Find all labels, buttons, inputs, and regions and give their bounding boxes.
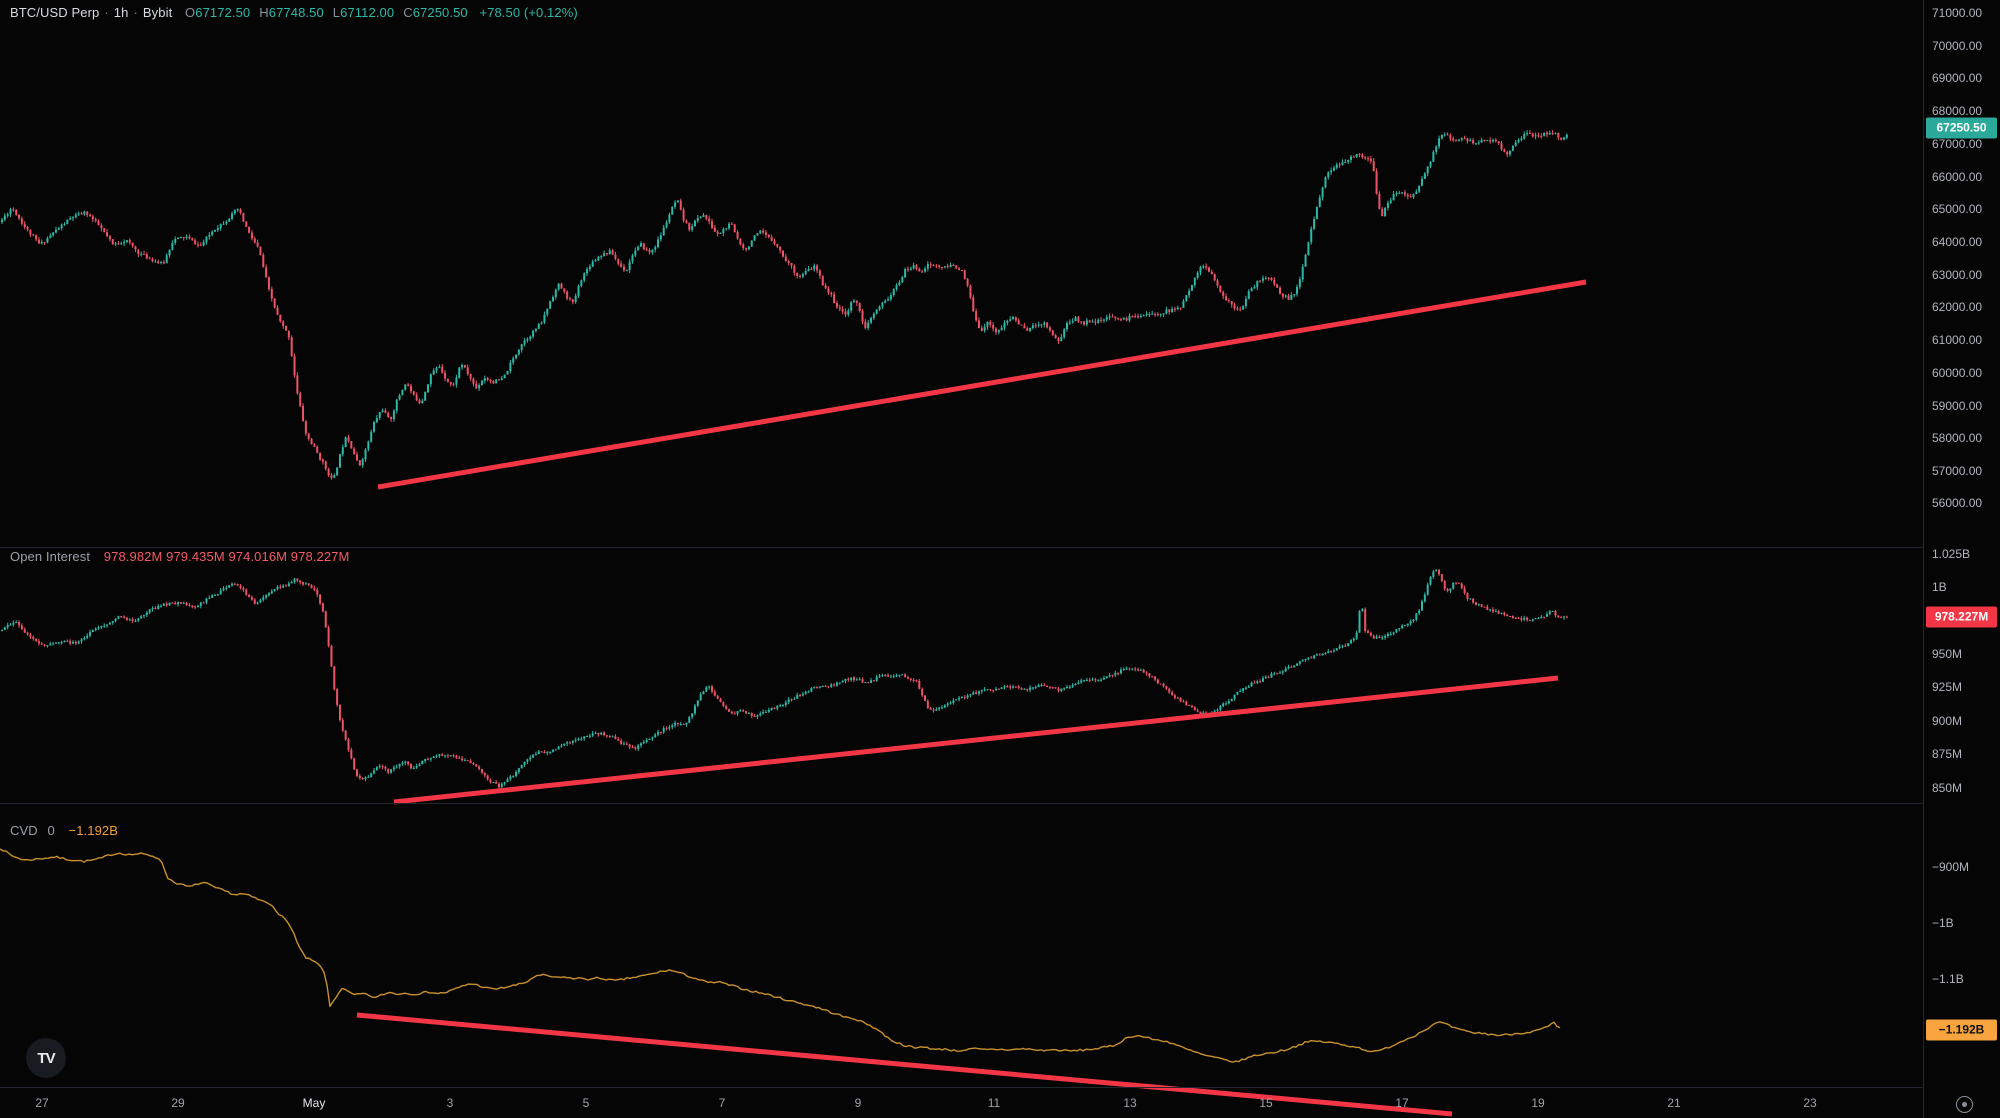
ohlc-number: 67748.50 [268,5,324,20]
oi-axis-tick: 900M [1932,714,1963,728]
time-axis-label: 23 [1803,1096,1817,1110]
cvd-legend[interactable]: CVD 0 −1.192B [10,823,118,838]
separator: · [133,5,138,20]
last-price-badge: 67250.50 [1926,117,1997,139]
price-axis-tick: 63000.00 [1932,268,1983,282]
oi-axis-tick: 1B [1932,580,1947,594]
time-axis-label: 3 [446,1096,454,1110]
ohlc-values: O67172.50 H67748.50 L67112.00 C67250.50 [176,5,468,20]
price-axis-tick: 67000.00 [1932,137,1983,151]
time-axis-label: 15 [1259,1096,1273,1110]
price-series [1,129,1568,480]
open-interest-badge: 978.227M [1926,606,1997,628]
oi-axis-tick: 875M [1932,747,1963,761]
time-axis-label: 7 [718,1096,726,1110]
oi-axis-tick: 850M [1932,781,1963,795]
price-axis-tick: 71000.00 [1932,6,1983,20]
cvd-value: −1.192B [68,823,119,838]
oi-axis-tick: 950M [1932,647,1963,661]
price-axis-tick: 59000.00 [1932,399,1983,413]
price-axis-tick: 61000.00 [1932,333,1983,347]
cvd-series [0,848,1561,1063]
open-interest-label: Open Interest [10,549,91,564]
price-axis-tick: 64000.00 [1932,235,1983,249]
ohlc-number: 67112.00 [340,5,395,20]
open-interest-values: 978.982M 979.435M 974.016M 978.227M [103,549,350,564]
ohlc-letter: C [403,5,413,20]
symbol-legend[interactable]: BTC/USD Perp · 1h · Bybit O67172.50 H67748.50… [10,5,578,20]
price-axis-tick: 57000.00 [1932,464,1983,478]
cvd-axis-tick: −1B [1932,916,1954,930]
price-axis-tick: 66000.00 [1932,170,1983,184]
time-axis-label: 27 [35,1096,49,1110]
separator: · [104,5,109,20]
price-axis-tick: 62000.00 [1932,300,1983,314]
time-axis-label: 29 [171,1096,185,1110]
price-axis-tick: 68000.00 [1932,104,1983,118]
symbol-title: BTC/USD Perp [10,5,100,20]
open-interest-legend[interactable]: Open Interest 978.982M 979.435M 974.016M… [10,549,349,564]
cvd-label: CVD [10,823,38,838]
time-axis-label: 11 [987,1096,1001,1110]
price-trendline[interactable] [377,279,1587,490]
time-axis-label: 19 [1531,1096,1545,1110]
time-axis-label: 5 [582,1096,590,1110]
cvd-param: 0 [47,823,55,838]
price-axis-tick: 70000.00 [1932,39,1983,53]
time-axis-label: 17 [1395,1096,1409,1110]
oi-axis-tick: 925M [1932,680,1963,694]
cvd-axis-tick: −1.1B [1932,972,1964,986]
price-axis-tick: 60000.00 [1932,366,1983,380]
ohlc-letter: O [185,5,196,20]
ohlc-number: 67250.50 [412,5,468,20]
time-axis-label: May [302,1096,326,1110]
time-axis-label: 21 [1667,1096,1681,1110]
cvd-badge: −1.192B [1926,1019,1997,1041]
change-value: +78.50 (+0.12%) [479,5,578,20]
interval-label: 1h [113,5,129,20]
ohlc-letter: H [259,5,269,20]
ohlc-letter: L [332,5,341,20]
price-axis-tick: 65000.00 [1932,202,1983,216]
open_interest-series [1,568,1568,790]
price-axis-tick: 58000.00 [1932,431,1983,445]
oi-axis-tick: 1.025B [1932,547,1971,561]
price-axis-tick: 56000.00 [1932,496,1983,510]
ohlc-number: 67172.50 [195,5,251,20]
tradingview-logo[interactable]: TV [26,1038,66,1078]
time-axis-label: 13 [1123,1096,1137,1110]
price-axis-tick: 69000.00 [1932,71,1983,85]
exchange-label: Bybit [142,5,173,20]
time-axis-label: 9 [854,1096,862,1110]
cvd-axis-tick: −900M [1932,860,1970,874]
cvd-trendline[interactable] [356,1012,1453,1117]
open_interest-trendline[interactable] [393,675,1559,805]
axis-settings-icon[interactable] [1956,1096,1973,1113]
